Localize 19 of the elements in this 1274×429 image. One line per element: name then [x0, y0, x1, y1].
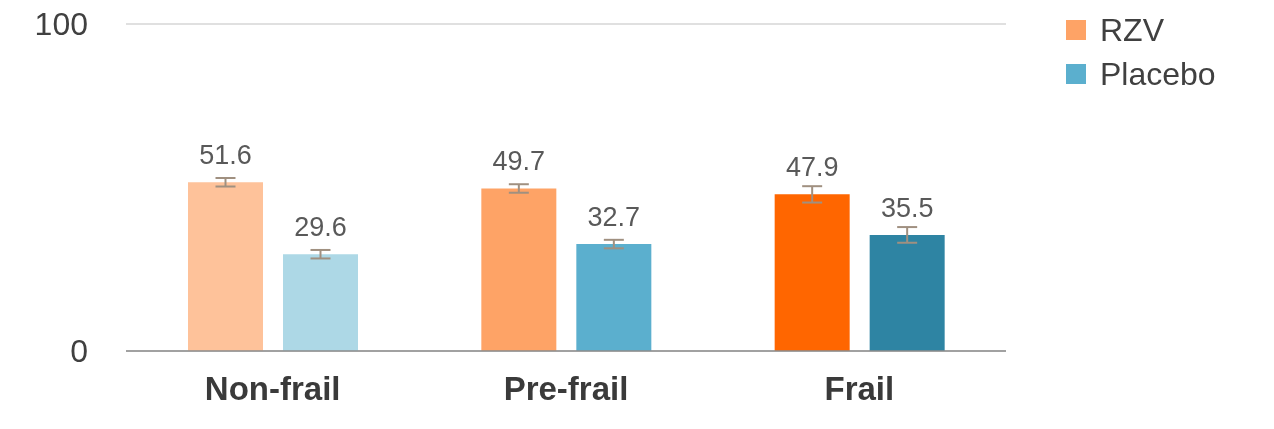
bar — [774, 194, 850, 351]
legend-label: Placebo — [1100, 55, 1216, 94]
data-label: 49.7 — [492, 146, 546, 177]
bar — [283, 254, 358, 351]
data-label: 32.7 — [587, 202, 641, 233]
data-label: 47.9 — [785, 152, 839, 183]
bar — [481, 188, 557, 351]
y-tick-label: 0 — [70, 333, 88, 370]
bar — [869, 234, 945, 351]
legend-label: RZV — [1100, 11, 1164, 50]
data-label: 35.5 — [880, 192, 934, 223]
y-tick-label: 100 — [34, 6, 88, 43]
bar — [576, 244, 652, 351]
x-tick-label: Frail — [824, 370, 895, 408]
x-tick-label: Non-frail — [204, 370, 341, 408]
bar — [188, 182, 263, 351]
data-label: 51.6 — [199, 140, 252, 171]
x-tick-label: Pre-frail — [503, 370, 629, 408]
data-label: 29.6 — [294, 212, 347, 243]
